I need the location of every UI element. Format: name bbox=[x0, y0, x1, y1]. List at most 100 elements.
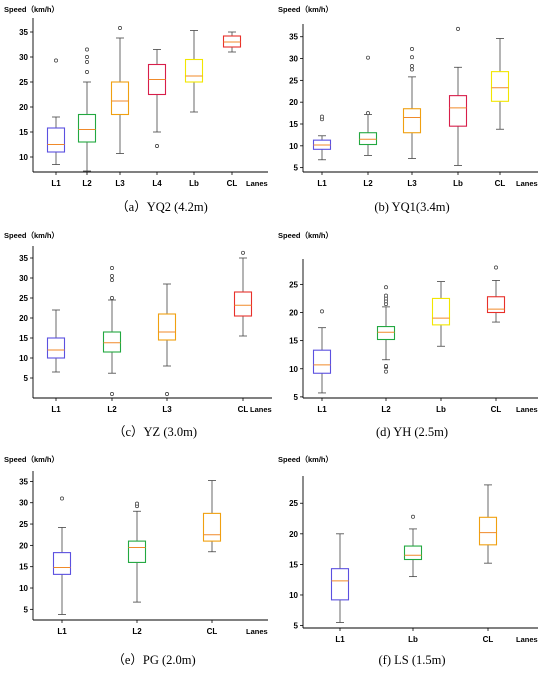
box-L2: L2 bbox=[358, 55, 378, 188]
box-iqr bbox=[77, 113, 97, 143]
x-tick-label: L1 bbox=[317, 179, 327, 188]
box-L3: L3 bbox=[110, 26, 130, 188]
box-iqr bbox=[431, 297, 451, 326]
chart-panel-3: Speed（km/h） Lanes 5 10 15 20 25 30 35 L1 L2 L3 CL （c）… bbox=[4, 230, 272, 439]
y-tick-label: 5 bbox=[294, 164, 299, 173]
box-iqr bbox=[157, 313, 177, 341]
y-tick-label: 10 bbox=[19, 153, 28, 162]
outlier-point bbox=[110, 278, 114, 282]
box-iqr bbox=[202, 512, 222, 542]
outlier-point bbox=[110, 392, 114, 396]
outlier-point bbox=[110, 266, 114, 270]
box-Lb: Lb bbox=[431, 281, 451, 414]
box-CL: CL bbox=[222, 31, 242, 188]
outlier-point bbox=[85, 55, 89, 59]
y-tick-label: 15 bbox=[19, 128, 28, 137]
outlier-point bbox=[456, 26, 460, 31]
y-tick-label: 20 bbox=[19, 541, 28, 550]
y-tick-label: 20 bbox=[289, 309, 298, 318]
panel-caption: (d) YH (2.5m) bbox=[376, 425, 448, 439]
box-iqr bbox=[478, 516, 498, 546]
x-tick-label: CL bbox=[483, 635, 494, 644]
y-tick-label: 30 bbox=[19, 499, 28, 508]
y-tick-label: 25 bbox=[19, 294, 28, 303]
outlier-point bbox=[320, 309, 324, 314]
y-tick-label: 5 bbox=[294, 622, 299, 631]
y-axis-title: Speed（km/h） bbox=[4, 230, 59, 240]
outlier-point bbox=[410, 55, 414, 60]
x-axis-title: Lanes bbox=[246, 179, 268, 188]
y-tick-label: 25 bbox=[289, 280, 298, 289]
panel-caption: （e）PG (2.0m) bbox=[112, 653, 195, 667]
y-tick-label: 30 bbox=[289, 55, 298, 64]
box-iqr bbox=[184, 58, 204, 83]
box-CL: CL bbox=[233, 250, 253, 414]
box-iqr bbox=[233, 291, 253, 317]
y-tick-label: 20 bbox=[19, 314, 28, 323]
box-CL: CL bbox=[486, 265, 506, 414]
y-tick-label: 25 bbox=[19, 520, 28, 529]
box-iqr bbox=[448, 95, 468, 127]
x-tick-label: Lb bbox=[408, 635, 418, 644]
y-axis-title: Speed（km/h） bbox=[4, 454, 59, 464]
box-iqr bbox=[102, 331, 122, 353]
x-axis-title: Lanes bbox=[246, 627, 268, 636]
x-tick-label: CL bbox=[227, 179, 238, 188]
x-tick-label: L1 bbox=[317, 405, 327, 414]
y-axis-title: Speed（km/h） bbox=[4, 4, 59, 14]
x-tick-label: L3 bbox=[162, 405, 172, 414]
y-tick-label: 10 bbox=[289, 142, 298, 151]
box-iqr bbox=[330, 568, 350, 601]
y-tick-label: 10 bbox=[19, 584, 28, 593]
x-tick-label: L1 bbox=[51, 405, 61, 414]
panel-caption: （c）YZ (3.0m) bbox=[113, 425, 197, 439]
x-tick-label: L2 bbox=[82, 179, 92, 188]
y-tick-label: 25 bbox=[289, 76, 298, 85]
box-L3: L3 bbox=[402, 46, 422, 188]
y-tick-label: 10 bbox=[289, 365, 298, 374]
x-tick-label: Lb bbox=[189, 179, 199, 188]
box-Lb: Lb bbox=[403, 514, 423, 644]
outlier-point bbox=[155, 144, 159, 148]
box-iqr bbox=[486, 296, 506, 314]
panel-caption: (f) LS (1.5m) bbox=[379, 653, 446, 667]
x-tick-label: Lb bbox=[453, 179, 463, 188]
y-tick-label: 25 bbox=[19, 78, 28, 87]
chart-panel-5: Speed（km/h） Lanes 5 10 15 20 25 30 35 L1 L2 CL （e）PG… bbox=[4, 454, 268, 667]
chart-panel-4: Speed（km/h） Lanes 5 10 15 20 25 L1 L2 Lb CL (d) YH … bbox=[278, 230, 538, 439]
y-tick-label: 30 bbox=[19, 274, 28, 283]
outlier-point bbox=[494, 265, 498, 270]
y-tick-label: 5 bbox=[24, 605, 29, 614]
x-tick-label: L2 bbox=[363, 179, 373, 188]
y-axis-title: Speed（km/h） bbox=[278, 454, 333, 464]
outlier-point bbox=[384, 363, 388, 368]
outlier-point bbox=[366, 55, 370, 60]
outlier-point bbox=[411, 514, 415, 519]
x-tick-label: L4 bbox=[152, 179, 162, 188]
box-L2: L2 bbox=[376, 285, 396, 414]
x-tick-label: CL bbox=[495, 179, 506, 188]
x-axis-title: Lanes bbox=[250, 405, 272, 414]
box-iqr bbox=[358, 132, 378, 146]
box-iqr bbox=[52, 552, 72, 575]
x-axis-title: Lanes bbox=[516, 179, 538, 188]
outlier-point bbox=[384, 369, 388, 374]
y-axis-title: Speed（km/h） bbox=[278, 230, 333, 240]
outlier-point bbox=[165, 392, 169, 396]
outlier-point bbox=[118, 26, 122, 30]
box-L3: L3 bbox=[157, 283, 177, 414]
box-iqr bbox=[490, 71, 510, 102]
box-CL: CL bbox=[202, 480, 222, 636]
outlier-point bbox=[241, 250, 245, 255]
panel-caption: （a）YQ2 (4.2m) bbox=[116, 200, 208, 214]
outlier-point bbox=[85, 60, 89, 64]
y-tick-label: 15 bbox=[19, 334, 28, 343]
y-tick-label: 15 bbox=[289, 337, 298, 346]
box-CL: CL bbox=[478, 484, 498, 644]
y-tick-label: 35 bbox=[19, 477, 28, 486]
x-tick-label: L1 bbox=[335, 635, 345, 644]
box-L2: L2 bbox=[102, 266, 122, 414]
x-axis-title: Lanes bbox=[516, 405, 538, 414]
box-L1: L1 bbox=[46, 58, 66, 188]
box-L1: L1 bbox=[46, 309, 66, 414]
